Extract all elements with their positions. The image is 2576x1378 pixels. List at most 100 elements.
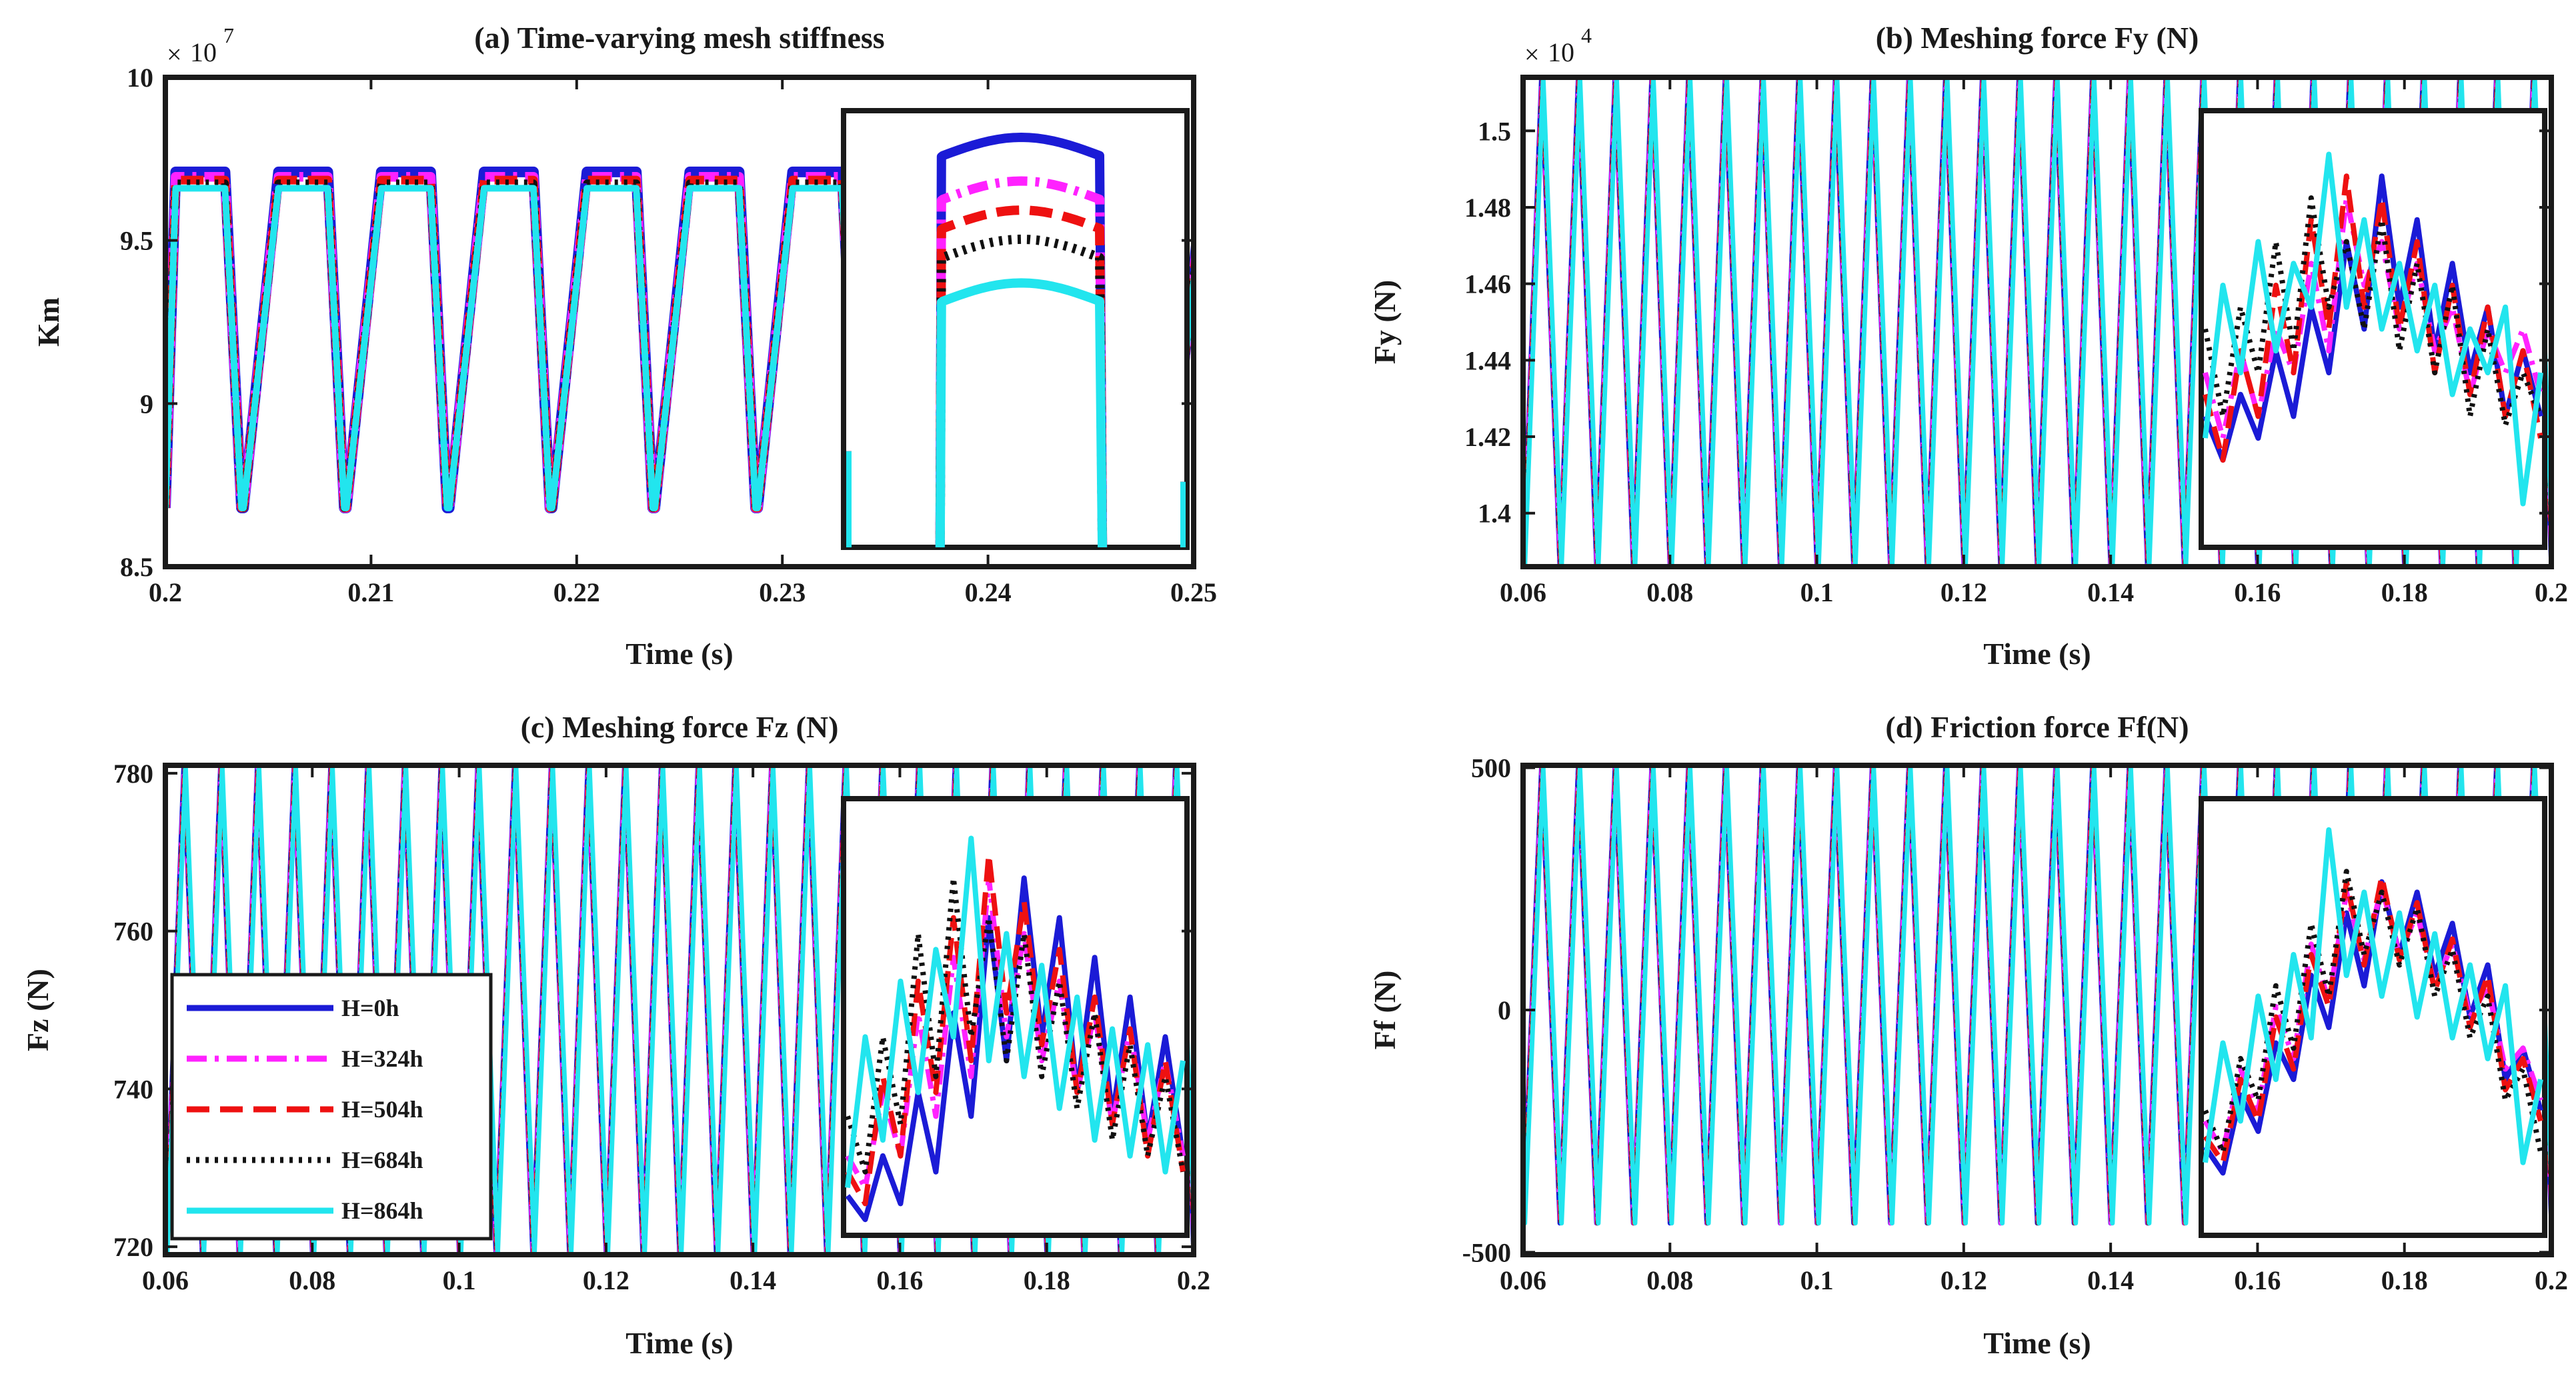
y-tick-label: 1.42 bbox=[1464, 422, 1511, 452]
panel-d-inset-series bbox=[2203, 827, 2543, 1176]
y-tick-label: 1.5 bbox=[1478, 116, 1511, 146]
panel-d-xlabel: Time (s) bbox=[1983, 1326, 2091, 1360]
x-tick-label: 0.2 bbox=[2535, 1265, 2568, 1295]
inset-series-h-864h bbox=[935, 278, 1108, 547]
panel-a-ylabel: Km bbox=[31, 297, 65, 347]
legend-label-h-324h: H=324h bbox=[341, 1045, 423, 1072]
panel-a-inset-series bbox=[846, 133, 1186, 547]
x-tick-label: 0.16 bbox=[876, 1265, 923, 1295]
x-tick-label: 0.08 bbox=[1646, 577, 1693, 607]
panel-c-xlabel: Time (s) bbox=[625, 1326, 733, 1360]
panel-c: (c) Meshing force Fz (N) 0.06 0.08 0.1 0.12… bbox=[21, 710, 1210, 1360]
inset-series-h-864h bbox=[2203, 827, 2543, 1165]
y-tick-label: 9.5 bbox=[120, 226, 153, 256]
y-tick-label: 1.46 bbox=[1464, 269, 1511, 299]
panel-b-inset-series bbox=[2203, 151, 2543, 507]
panel-a-exponent-base: 10 bbox=[190, 37, 217, 67]
inset-series-h-504h bbox=[935, 205, 1108, 547]
y-tick-label: 760 bbox=[113, 917, 153, 947]
legend-label-h-864h: H=864h bbox=[341, 1197, 423, 1224]
panel-b-exponent-power: 4 bbox=[1581, 23, 1592, 47]
panel-b-title: (b) Meshing force Fy (N) bbox=[1876, 21, 2199, 55]
panel-d: (d) Friction force Ff(N) 0.06 0.08 0.1 0.12… bbox=[1368, 710, 2568, 1360]
inset-series-h-0h bbox=[845, 875, 1186, 1223]
inset-series-h-0h bbox=[935, 133, 1108, 547]
x-tick-label: 0.16 bbox=[2234, 577, 2281, 607]
x-tick-label: 0.18 bbox=[1024, 1265, 1070, 1295]
y-tick-label: 10 bbox=[127, 63, 153, 93]
x-tick-label: 0.1 bbox=[443, 1265, 476, 1295]
x-tick-label: 0.06 bbox=[1500, 1265, 1546, 1295]
x-tick-label: 0.18 bbox=[2381, 1265, 2428, 1295]
inset-series-h-864h bbox=[2203, 151, 2543, 507]
panel-b-exponent: × 10 4 bbox=[1524, 23, 1592, 69]
panel-a-times-sign: × bbox=[167, 39, 182, 69]
panel-c-inset-series bbox=[845, 835, 1186, 1223]
panel-a-inset-frame bbox=[841, 108, 1190, 550]
x-tick-label: 0.22 bbox=[553, 577, 600, 607]
panel-a-xlabel: Time (s) bbox=[625, 637, 733, 671]
panel-c-ylabel: Fz (N) bbox=[21, 969, 55, 1051]
inset-series-h-684h bbox=[2203, 195, 2543, 428]
y-tick-label: -500 bbox=[1462, 1237, 1511, 1267]
y-tick-label: 8.5 bbox=[120, 552, 153, 582]
x-tick-label: 0.08 bbox=[1646, 1265, 1693, 1295]
panel-a-exponent-power: 7 bbox=[223, 23, 234, 47]
panel-a: (a) Time-varying mesh stiffness × 10 7 0… bbox=[31, 21, 1217, 671]
panel-d-inset-frame bbox=[2199, 796, 2547, 1238]
x-tick-label: 0.14 bbox=[730, 1265, 776, 1295]
panel-d-ylabel: Ff (N) bbox=[1368, 971, 1402, 1050]
y-tick-label: 500 bbox=[1471, 753, 1511, 783]
panel-a-axes-box bbox=[163, 75, 1196, 569]
x-tick-label: 0.21 bbox=[347, 577, 394, 607]
panel-c-title: (c) Meshing force Fz (N) bbox=[521, 710, 839, 744]
panel-c-ticks: 0.06 0.08 0.1 0.12 0.14 0.16 0.18 0.2 720 740 760 7… bbox=[113, 759, 1210, 1295]
legend-label-h-0h: H=0h bbox=[341, 995, 399, 1021]
x-tick-label: 0.12 bbox=[1941, 1265, 1987, 1295]
inset-series-h-504h bbox=[845, 851, 1186, 1207]
x-tick-label: 0.1 bbox=[1800, 1265, 1834, 1295]
inset-series-h-864h bbox=[845, 835, 1186, 1188]
x-tick-label: 0.12 bbox=[1941, 577, 1987, 607]
panel-b-exponent-base: 10 bbox=[1548, 37, 1574, 67]
y-tick-label: 720 bbox=[113, 1232, 153, 1262]
inset-series-h-504h bbox=[2203, 173, 2543, 463]
panel-a-ticks: 0.2 0.21 0.22 0.23 0.24 0.25 8.5 9 9.5 10 bbox=[120, 63, 1217, 607]
panel-b-ylabel: Fy (N) bbox=[1368, 280, 1402, 364]
panel-b-axes-box bbox=[1520, 75, 2554, 569]
inset-series-h-324h bbox=[935, 176, 1108, 547]
panel-b-xlabel: Time (s) bbox=[1983, 637, 2091, 671]
y-tick-label: 780 bbox=[113, 759, 153, 789]
legend: H=0h H=324h H=504h H=684h H=864h bbox=[170, 973, 493, 1241]
x-tick-label: 0.06 bbox=[142, 1265, 189, 1295]
legend-label-h-684h: H=684h bbox=[341, 1147, 423, 1173]
x-tick-label: 0.24 bbox=[965, 577, 1012, 607]
y-tick-label: 1.44 bbox=[1464, 345, 1511, 375]
x-tick-label: 0.14 bbox=[2087, 1265, 2134, 1295]
x-tick-label: 0.14 bbox=[2087, 577, 2134, 607]
y-tick-label: 1.48 bbox=[1464, 193, 1511, 223]
panel-b: (b) Meshing force Fy (N) × 10 4 0.06 0.08… bbox=[1368, 21, 2568, 671]
x-tick-label: 0.08 bbox=[289, 1265, 335, 1295]
x-tick-label: 0.16 bbox=[2234, 1265, 2281, 1295]
panel-a-title: (a) Time-varying mesh stiffness bbox=[474, 21, 884, 55]
y-tick-label: 1.4 bbox=[1478, 499, 1511, 529]
x-tick-label: 0.12 bbox=[583, 1265, 629, 1295]
inset-series-h-684h bbox=[845, 875, 1186, 1175]
x-tick-label: 0.25 bbox=[1170, 577, 1217, 607]
legend-label-h-504h: H=504h bbox=[341, 1096, 423, 1123]
panel-b-times-sign: × bbox=[1524, 39, 1540, 69]
y-tick-label: 0 bbox=[1498, 995, 1511, 1025]
x-tick-label: 0.23 bbox=[759, 577, 806, 607]
panel-b-ticks: 0.06 0.08 0.1 0.12 0.14 0.16 0.18 0.2 1.4 1.42 1.4… bbox=[1464, 77, 2568, 607]
panel-a-exponent: × 10 7 bbox=[167, 23, 234, 69]
x-tick-label: 0.1 bbox=[1800, 577, 1834, 607]
legend-items: H=0h H=324h H=504h H=684h H=864h bbox=[187, 995, 423, 1224]
x-tick-label: 0.2 bbox=[2535, 577, 2568, 607]
panel-d-ticks: 0.06 0.08 0.1 0.12 0.14 0.16 0.18 0.2 -500 0 500 bbox=[1462, 753, 2568, 1295]
x-tick-label: 0.2 bbox=[149, 577, 182, 607]
panel-d-title: (d) Friction force Ff(N) bbox=[1885, 710, 2189, 744]
x-tick-label: 0.06 bbox=[1500, 577, 1546, 607]
panel-b-inset-frame bbox=[2199, 108, 2547, 550]
